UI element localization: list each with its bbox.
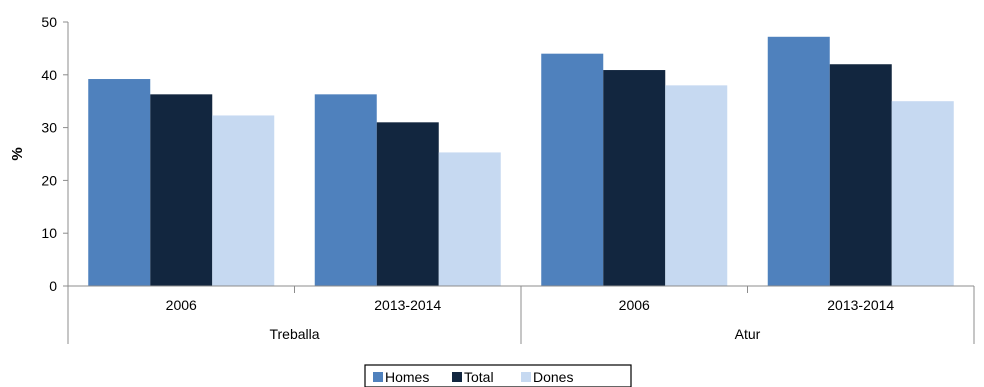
y-tick-label: 50 [41,14,57,30]
bar-total [603,70,666,286]
bar-total [376,122,439,286]
axes [67,22,975,344]
bars [88,36,954,287]
bar-homes [541,53,604,287]
legend-label-homes: Homes [385,369,429,385]
bar-total [829,64,892,287]
bar-dones [212,115,275,287]
x-tick-label: 2006 [619,297,650,313]
legend-label-total: Total [464,369,494,385]
legend-swatch-total [452,372,462,382]
x-group-label: Treballa [269,326,319,342]
bar-dones [891,101,954,286]
legend: Homes Total Dones [364,364,632,387]
x-axis-labels: 2006 2013-2014 Treballa 2006 2013-2014 Atur [166,297,895,342]
x-tick-label: 2013-2014 [374,297,441,313]
legend-swatch-homes [373,372,383,382]
bar-homes [88,79,151,286]
y-tick-label: 20 [41,172,57,188]
y-tick-label: 40 [41,67,57,83]
bar-dones [665,85,728,286]
y-tick-label: 30 [41,120,57,136]
legend-swatch-dones [521,372,531,382]
legend-box [364,364,632,387]
y-axis: 0 10 20 30 40 50 [41,14,68,294]
x-group-label: Atur [735,326,761,342]
bar-total [150,94,213,286]
y-tick-label: 10 [41,225,57,241]
x-tick-label: 2013-2014 [827,297,894,313]
bar-homes [314,94,377,286]
x-tick-label: 2006 [166,297,197,313]
bar-dones [438,152,501,286]
legend-label-dones: Dones [533,369,573,385]
bar-homes [767,36,830,287]
y-axis-label: % [9,147,26,160]
y-tick-label: 0 [49,278,57,294]
